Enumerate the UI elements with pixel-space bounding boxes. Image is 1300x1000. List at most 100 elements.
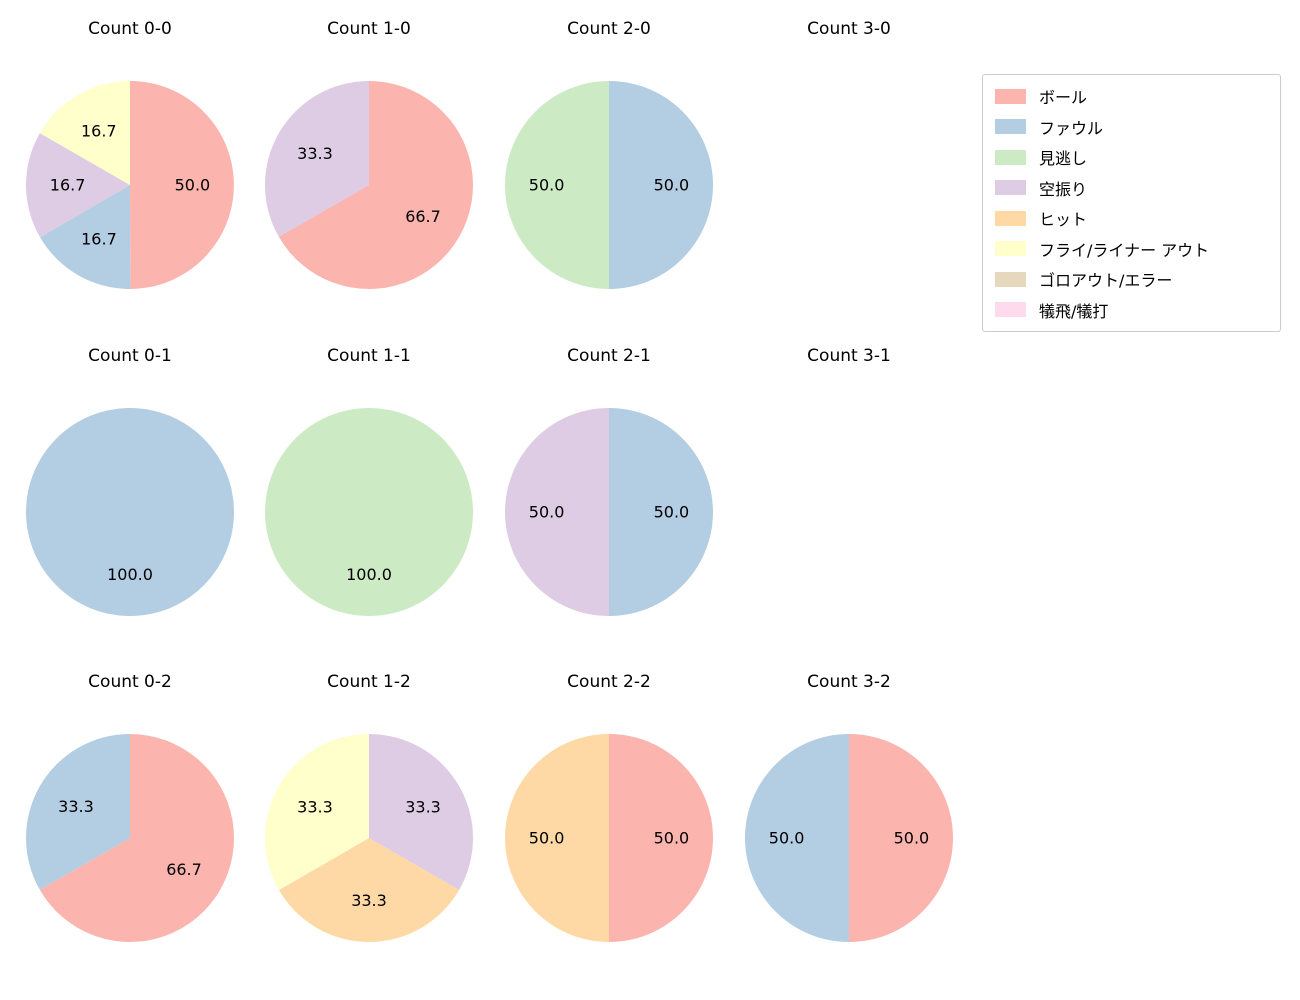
pie-chart-count-0-0: Count 0-0 50.0 16.7 16.7 16.7 <box>20 18 240 290</box>
chart-title: Count 2-1 <box>567 346 651 366</box>
pie-slice <box>745 734 849 942</box>
pie-slice <box>849 734 953 942</box>
pie-chart-count-2-1: Count 2-1 50.0 50.0 <box>499 345 719 617</box>
legend-swatch <box>995 302 1026 318</box>
pie: 100.0 <box>26 408 234 616</box>
legend-item: ボール <box>991 81 1272 112</box>
pie-slice <box>505 81 609 289</box>
pie-slice-label: 33.3 <box>351 891 387 910</box>
chart-title: Count 3-0 <box>807 19 891 39</box>
pie-slice <box>26 408 234 616</box>
pie-slice-label: 50.0 <box>175 175 211 194</box>
legend-item: ヒット <box>991 203 1272 234</box>
legend-swatch <box>995 210 1026 226</box>
legend-item: ファウル <box>991 112 1272 143</box>
pie: 50.0 16.7 16.7 16.7 <box>26 81 234 289</box>
pie-slice-label: 16.7 <box>81 121 117 140</box>
legend-swatch <box>995 241 1026 257</box>
pie-slice <box>609 81 713 289</box>
pie-slice <box>39 81 130 185</box>
pie-slice <box>609 734 713 942</box>
legend-swatch <box>995 271 1026 287</box>
legend-item: 空振り <box>991 173 1272 204</box>
legend-label: ヒット <box>1039 210 1088 230</box>
pie-slice <box>26 133 130 238</box>
pie-slice <box>369 734 473 890</box>
chart-title: Count 1-2 <box>327 672 411 692</box>
legend-label: ボール <box>1039 88 1088 108</box>
legend-item: 犠飛/犠打 <box>991 295 1272 326</box>
pie: 33.3 33.3 33.3 <box>265 734 473 942</box>
chart-title: Count 0-2 <box>88 672 172 692</box>
pie-slice <box>40 185 131 289</box>
chart-title: Count 0-1 <box>88 346 172 366</box>
pie <box>745 408 953 616</box>
pie-chart-count-2-2: Count 2-2 50.0 50.0 <box>499 671 719 943</box>
pie-slice <box>278 81 473 289</box>
pie-slice <box>265 408 473 616</box>
pie-slice-label: 100.0 <box>346 565 392 584</box>
pie-slice-label: 33.3 <box>405 797 441 816</box>
pie-slice-label: 16.7 <box>50 176 86 195</box>
pie <box>745 81 953 289</box>
chart-title: Count 2-2 <box>567 672 651 692</box>
legend-label: 犠飛/犠打 <box>1039 301 1109 321</box>
legend-swatch <box>995 119 1026 135</box>
legend-item: フライ/ライナー アウト <box>991 234 1272 265</box>
pie-chart-count-3-0: Count 3-0 <box>739 18 959 290</box>
pie-slice-label: 100.0 <box>107 565 153 584</box>
pie-chart-count-3-2: Count 3-2 50.0 50.0 <box>739 671 959 943</box>
pie-slice <box>130 81 234 289</box>
legend-label: ファウル <box>1039 118 1104 138</box>
pie-slice-label: 50.0 <box>654 829 690 848</box>
pie: 50.0 50.0 <box>505 408 713 616</box>
chart-title: Count 1-1 <box>327 346 411 366</box>
legend-label: ゴロアウト/エラー <box>1039 271 1173 291</box>
pie-slice-label: 33.3 <box>297 797 333 816</box>
pie-slice <box>39 734 234 942</box>
pie-slice <box>265 734 369 890</box>
pie-slice-label: 66.7 <box>405 207 441 226</box>
pie-chart-count-1-0: Count 1-0 66.7 33.3 <box>259 18 479 290</box>
pie-chart-count-2-0: Count 2-0 50.0 50.0 <box>499 18 719 290</box>
pie-slice <box>505 734 609 942</box>
legend-swatch <box>995 149 1026 165</box>
pie-slice <box>609 408 713 616</box>
pie: 50.0 50.0 <box>505 734 713 942</box>
pie-slice <box>26 734 131 890</box>
pie-slice-label: 50.0 <box>529 503 565 522</box>
pie-chart-count-1-1: Count 1-1 100.0 <box>259 345 479 617</box>
pie-slice-label: 50.0 <box>529 176 565 195</box>
chart-title: Count 0-0 <box>88 19 172 39</box>
pie-slice <box>505 408 609 616</box>
legend-item: ゴロアウト/エラー <box>991 264 1272 295</box>
pie-slice-label: 50.0 <box>654 176 690 195</box>
pie: 50.0 50.0 <box>505 81 713 289</box>
pie: 66.7 33.3 <box>265 81 473 289</box>
pie-slice-label: 50.0 <box>529 829 565 848</box>
pie-slice-label: 50.0 <box>654 503 690 522</box>
legend: ボールファウル見逃し空振りヒットフライ/ライナー アウト ゴロアウト/エラー 犠飛/… <box>982 74 1281 332</box>
chart-title: Count 1-0 <box>327 19 411 39</box>
pie: 50.0 50.0 <box>745 734 953 942</box>
legend-swatch <box>995 180 1026 196</box>
pie-slice-label: 50.0 <box>894 829 930 848</box>
pie-chart-count-0-1: Count 0-1 100.0 <box>20 345 240 617</box>
legend-swatch <box>995 88 1026 104</box>
pie: 66.7 33.3 <box>26 734 234 942</box>
pie-slice-label: 33.3 <box>58 797 94 816</box>
chart-title: Count 3-1 <box>807 346 891 366</box>
pie-chart-count-3-1: Count 3-1 <box>739 345 959 617</box>
legend-label: フライ/ライナー アウト <box>1039 240 1210 260</box>
pie-slice-label: 66.7 <box>166 860 202 879</box>
legend-label: 見逃し <box>1039 149 1088 169</box>
chart-title: Count 3-2 <box>807 672 891 692</box>
pie-slice-label: 16.7 <box>81 230 117 249</box>
pie: 100.0 <box>265 408 473 616</box>
pie-slice-label: 33.3 <box>297 144 333 163</box>
pie-slice <box>265 81 369 237</box>
pie-chart-count-1-2: Count 1-2 33.3 33.3 33.3 <box>259 671 479 943</box>
legend-item: 見逃し <box>991 142 1272 173</box>
pie-chart-count-0-2: Count 0-2 66.7 33.3 <box>20 671 240 943</box>
